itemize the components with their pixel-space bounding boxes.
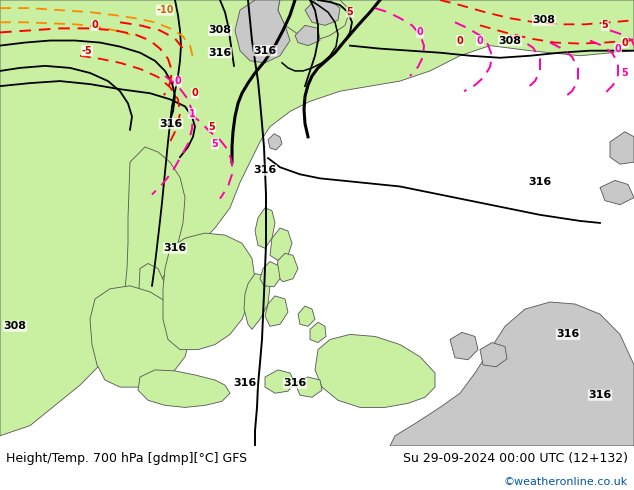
Text: 0: 0: [621, 38, 628, 48]
Polygon shape: [163, 233, 255, 350]
Text: 308: 308: [498, 36, 522, 46]
Polygon shape: [295, 377, 322, 397]
Polygon shape: [138, 370, 230, 407]
Polygon shape: [268, 134, 282, 150]
Polygon shape: [0, 0, 634, 436]
Text: -5: -5: [82, 46, 93, 56]
Text: 316: 316: [528, 177, 552, 187]
Text: Height/Temp. 700 hPa [gdmp][°C] GFS: Height/Temp. 700 hPa [gdmp][°C] GFS: [6, 452, 247, 465]
Text: 0: 0: [456, 36, 463, 46]
Polygon shape: [278, 0, 350, 41]
Text: 316: 316: [164, 244, 186, 253]
Polygon shape: [600, 180, 634, 205]
Text: 308: 308: [533, 15, 555, 25]
Polygon shape: [305, 0, 340, 25]
Polygon shape: [450, 332, 478, 360]
Polygon shape: [480, 343, 507, 367]
Polygon shape: [610, 132, 634, 164]
Text: 0: 0: [92, 21, 98, 30]
Polygon shape: [298, 306, 315, 326]
Polygon shape: [255, 208, 275, 248]
Text: 0: 0: [417, 27, 424, 37]
Polygon shape: [310, 322, 326, 343]
Text: 5: 5: [602, 21, 609, 30]
Text: 5: 5: [347, 7, 353, 17]
Polygon shape: [270, 228, 292, 261]
Text: 308: 308: [4, 321, 27, 331]
Text: ©weatheronline.co.uk: ©weatheronline.co.uk: [503, 477, 628, 487]
Text: 0: 0: [477, 36, 483, 46]
Text: 0: 0: [614, 44, 621, 53]
Polygon shape: [90, 286, 190, 387]
Text: 308: 308: [209, 25, 231, 35]
Polygon shape: [390, 302, 634, 446]
Text: 0: 0: [174, 76, 181, 86]
Text: 316: 316: [233, 378, 257, 388]
Text: 316: 316: [159, 119, 183, 129]
Polygon shape: [315, 334, 435, 407]
Text: 316: 316: [254, 165, 276, 175]
Text: 316: 316: [588, 390, 612, 400]
Text: 1: 1: [189, 108, 195, 119]
Text: 316: 316: [283, 378, 307, 388]
Text: 0: 0: [191, 88, 198, 98]
Polygon shape: [137, 264, 165, 365]
Text: 5: 5: [212, 139, 218, 149]
Text: 316: 316: [209, 48, 231, 58]
Polygon shape: [265, 296, 288, 326]
Polygon shape: [235, 0, 290, 63]
Text: 5: 5: [209, 122, 216, 132]
Polygon shape: [265, 370, 295, 393]
Polygon shape: [276, 253, 298, 282]
Text: -10: -10: [156, 5, 174, 15]
Text: 316: 316: [254, 46, 276, 56]
Text: 5: 5: [621, 68, 628, 78]
Polygon shape: [244, 273, 270, 329]
Text: Su 29-09-2024 00:00 UTC (12+132): Su 29-09-2024 00:00 UTC (12+132): [403, 452, 628, 465]
Text: 316: 316: [557, 329, 579, 340]
Polygon shape: [295, 25, 320, 46]
Polygon shape: [125, 147, 185, 314]
Polygon shape: [260, 262, 280, 287]
